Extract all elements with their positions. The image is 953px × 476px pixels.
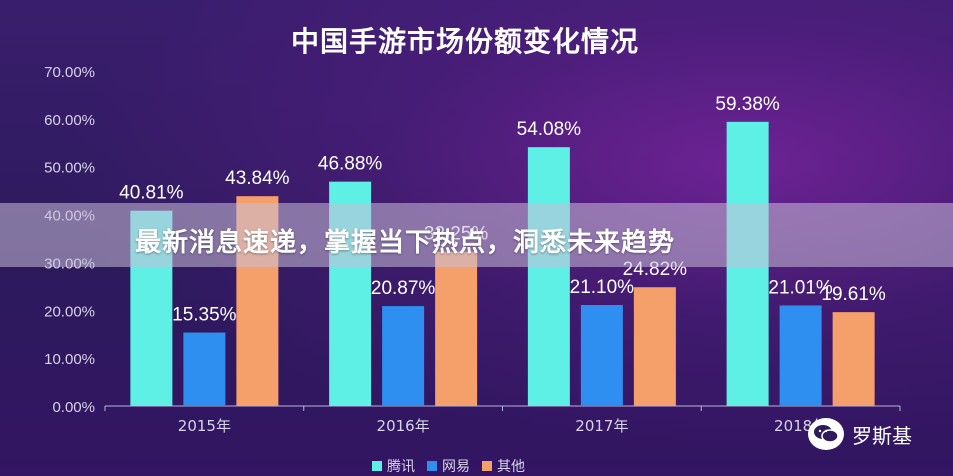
y-tick-label: 50.00% <box>44 160 95 177</box>
bar-腾讯 <box>527 147 570 406</box>
x-tick-label: 2015年 <box>178 417 231 435</box>
bar-网易 <box>382 306 425 406</box>
legend-label: 网易 <box>442 459 470 475</box>
legend-swatch <box>372 461 382 471</box>
legend-swatch <box>427 461 437 471</box>
data-label: 43.84% <box>225 168 290 189</box>
y-tick-label: 10.00% <box>44 351 95 368</box>
legend-label: 腾讯 <box>387 458 415 475</box>
watermark-text: 罗斯基 <box>852 423 912 448</box>
data-label: 40.81% <box>119 183 184 204</box>
data-label: 54.08% <box>517 119 582 140</box>
data-label: 19.61% <box>821 284 886 305</box>
y-tick-label: 60.00% <box>44 112 95 129</box>
wechat-icon <box>808 418 844 450</box>
bar-其他 <box>633 287 676 406</box>
data-label: 20.87% <box>371 278 436 299</box>
y-tick-label: 0.00% <box>52 399 95 416</box>
watermark: 罗斯基 <box>808 418 912 450</box>
bar-网易 <box>580 305 623 406</box>
headline-banner: 最新消息速递，掌握当下热点，洞悉未来趋势 <box>0 203 953 267</box>
bar-网易 <box>779 305 822 406</box>
data-label: 21.01% <box>768 277 833 298</box>
data-label: 46.88% <box>318 154 383 175</box>
y-tick-label: 70.00% <box>44 64 95 81</box>
x-tick-label: 2016年 <box>377 417 430 435</box>
bar-网易 <box>183 332 226 406</box>
data-label: 15.35% <box>172 305 237 326</box>
banner-text: 最新消息速递，掌握当下热点，洞悉未来趋势 <box>135 228 676 258</box>
x-tick-label: 2017年 <box>575 417 628 435</box>
data-label: 21.10% <box>570 277 635 298</box>
legend-label: 其他 <box>497 459 525 475</box>
data-label: 59.38% <box>715 94 780 115</box>
bar-其他 <box>435 251 478 406</box>
chart-title: 中国手游市场份额变化情况 <box>290 25 639 58</box>
bar-其他 <box>832 312 875 406</box>
y-tick-label: 20.00% <box>44 303 95 320</box>
legend-swatch <box>482 461 492 471</box>
